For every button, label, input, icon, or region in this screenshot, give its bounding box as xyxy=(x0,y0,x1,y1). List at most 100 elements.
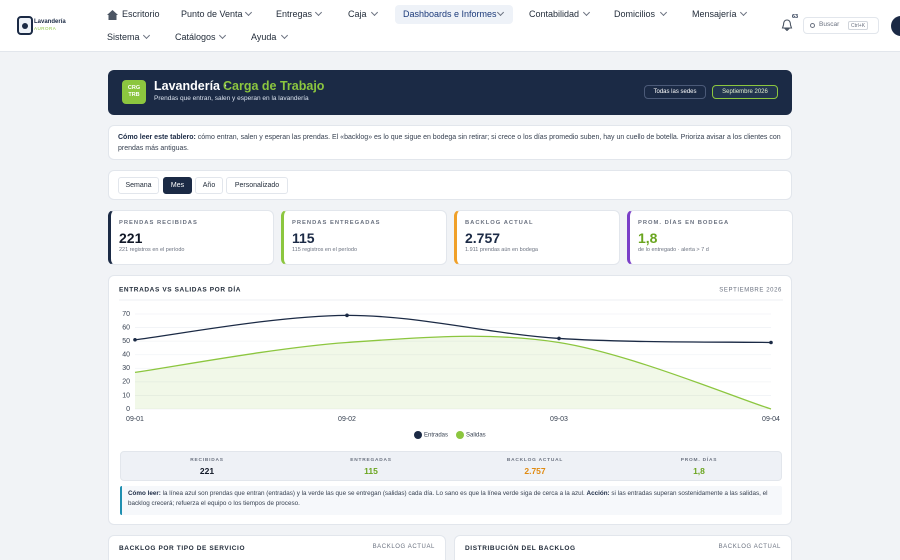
home-icon xyxy=(107,10,118,20)
period-button[interactable]: Mes xyxy=(163,177,192,194)
kpi-value: 2.757 xyxy=(465,230,501,246)
y-tick-label: 40 xyxy=(122,352,130,359)
chart: ENTRADAS VS SALIDAS POR DÍA SEPTIEMBRE 20… xyxy=(119,285,783,439)
brand: Lavandería xyxy=(34,19,66,25)
summary-label: PROM. DÍAS xyxy=(680,458,718,463)
search-text: Buscar xyxy=(819,21,840,28)
panel-title: DISTRIBUCIÓN DEL BACKLOG xyxy=(465,545,576,552)
y-tick-label: 0 xyxy=(126,406,130,413)
kpi-label: BACKLOG ACTUAL xyxy=(465,220,534,226)
chart-card: ENTRADAS VS SALIDAS POR DÍA SEPTIEMBRE 20… xyxy=(108,275,792,525)
period-button[interactable]: Semana xyxy=(118,177,159,194)
note-action-label: Acción: xyxy=(586,490,610,497)
nav-item[interactable]: Contabilidad xyxy=(529,9,580,19)
nav-item[interactable]: Ayuda xyxy=(251,32,277,42)
note-box: Cómo leer: la línea azul son prendas que… xyxy=(120,486,782,515)
legend-label: Entradas xyxy=(424,433,448,439)
header-banner: CRG TRB Lavandería · Carga de Trabajo Prenda… xyxy=(108,70,792,115)
y-tick-label: 20 xyxy=(122,379,130,386)
point xyxy=(345,313,349,318)
line xyxy=(134,335,772,410)
nav-item[interactable]: Caja xyxy=(348,9,367,19)
nav-item[interactable]: Entregas xyxy=(276,9,313,19)
summary-value: 115 xyxy=(364,466,378,476)
help-text: Cómo leer este tablero: cómo entran, sal… xyxy=(118,132,784,154)
panel-card: BACKLOG POR TIPO DE SERVICIO BACKLOG ACTU… xyxy=(108,535,446,560)
note-action-text: si las entradas superan sostenidamente a… xyxy=(128,490,768,507)
summary-value: 2.757 xyxy=(524,466,546,476)
x-tick-label: 09-02 xyxy=(338,416,356,423)
kpi-note: 221 registros en el período xyxy=(119,247,185,253)
header-button[interactable]: Septiembre 2026 xyxy=(712,85,778,99)
search-box[interactable]: Buscar Ctrl+K xyxy=(803,17,879,34)
point xyxy=(133,337,137,342)
legend-label: Salidas xyxy=(466,433,486,439)
notification-count: 63 xyxy=(792,14,799,20)
header-title: Lavandería · xyxy=(154,79,228,93)
summary-label: ENTREGADAS xyxy=(350,458,392,463)
logo-dot xyxy=(22,23,28,29)
chart-subtitle: SEPTIEMBRE 2026 xyxy=(719,288,782,294)
badge: CRG TRB xyxy=(122,80,146,104)
kpi-note: 1.911 prendas aún en bodega xyxy=(465,247,538,253)
x-tick-label: 09-03 xyxy=(550,416,568,423)
summary-label: RECIBIDAS xyxy=(190,458,224,463)
kpi-label: PROM. DÍAS EN BODEGA xyxy=(638,220,730,226)
point xyxy=(769,340,773,345)
kpi-value: 115 xyxy=(292,230,315,246)
kpi-note: 115 registros en el período xyxy=(292,247,358,253)
y-tick-label: 30 xyxy=(122,365,130,372)
logo xyxy=(17,16,33,35)
chart-title: ENTRADAS VS SALIDAS POR DÍA xyxy=(119,285,241,294)
nav-item[interactable]: Punto de Venta xyxy=(181,9,243,19)
x-tick-label: 09-04 xyxy=(762,416,780,423)
x-tick-label: 09-01 xyxy=(126,416,144,423)
y-tick-label: 50 xyxy=(122,338,130,345)
kpi-value: 221 xyxy=(119,230,143,246)
note-label: Cómo leer: xyxy=(128,490,161,497)
kpi-card: BACKLOG ACTUAL 2.757 1.911 prendas aún en … xyxy=(454,210,620,265)
legend-swatch xyxy=(414,431,422,439)
kpi-label: PRENDAS ENTREGADAS xyxy=(292,220,381,226)
area xyxy=(135,336,771,409)
summary-box: RECIBIDAS 221 ENTREGADAS 115 BACKLOG ACTUAL 2… xyxy=(120,451,782,481)
nav-item[interactable]: Mensajería xyxy=(692,9,737,19)
summary-label: BACKLOG ACTUAL xyxy=(506,458,564,463)
header-title-accent: Carga de Trabajo xyxy=(223,79,325,93)
panel-title: BACKLOG POR TIPO DE SERVICIO xyxy=(119,545,246,552)
help-body: cómo entran, salen y esperan las prendas… xyxy=(118,134,781,152)
kpi-label: PRENDAS RECIBIDAS xyxy=(119,220,198,226)
kpi-note: de lo entregado · alerta > 7 d xyxy=(638,247,709,253)
avatar[interactable] xyxy=(891,16,900,36)
summary-value: 1,8 xyxy=(693,466,705,476)
point xyxy=(557,336,561,341)
panel-tag: BACKLOG ACTUAL xyxy=(718,544,781,550)
header-button[interactable]: Todas las sedes xyxy=(644,85,706,99)
legend-swatch xyxy=(456,431,464,439)
help-card: Cómo leer este tablero: cómo entran, sal… xyxy=(108,125,792,160)
nav-active-bg xyxy=(395,5,513,24)
line xyxy=(134,314,772,344)
bell-icon[interactable] xyxy=(781,19,793,31)
panel-tag: BACKLOG ACTUAL xyxy=(372,544,435,550)
help-label: Cómo leer este tablero: xyxy=(118,134,196,141)
nav-item[interactable]: Escritorio xyxy=(122,9,160,19)
period-button[interactable]: Personalizado xyxy=(226,177,288,194)
search-icon xyxy=(810,23,815,28)
shortcut: Ctrl+K xyxy=(848,21,869,30)
brand-sub: AURORA xyxy=(34,26,57,31)
nav-item[interactable]: Catálogos xyxy=(175,32,216,42)
badge-text: CRG xyxy=(127,85,141,91)
nav-item[interactable]: Dashboards e Informes xyxy=(403,9,497,19)
nav-item[interactable]: Domicilios xyxy=(614,9,656,19)
kpi-value: 1,8 xyxy=(638,230,658,246)
y-tick-label: 60 xyxy=(122,324,130,331)
panel-card: DISTRIBUCIÓN DEL BACKLOG BACKLOG ACTUAL xyxy=(454,535,792,560)
y-tick-label: 70 xyxy=(122,311,130,318)
kpi-card: PRENDAS ENTREGADAS 115 115 registros en el… xyxy=(281,210,447,265)
period-card: Semana Mes Año Personalizado xyxy=(108,170,792,200)
kpi-card: PROM. DÍAS EN BODEGA 1,8 de lo entregado ·… xyxy=(627,210,793,265)
badge-text: TRB xyxy=(128,92,140,98)
period-button[interactable]: Año xyxy=(195,177,223,194)
nav-item[interactable]: Sistema xyxy=(107,32,140,42)
